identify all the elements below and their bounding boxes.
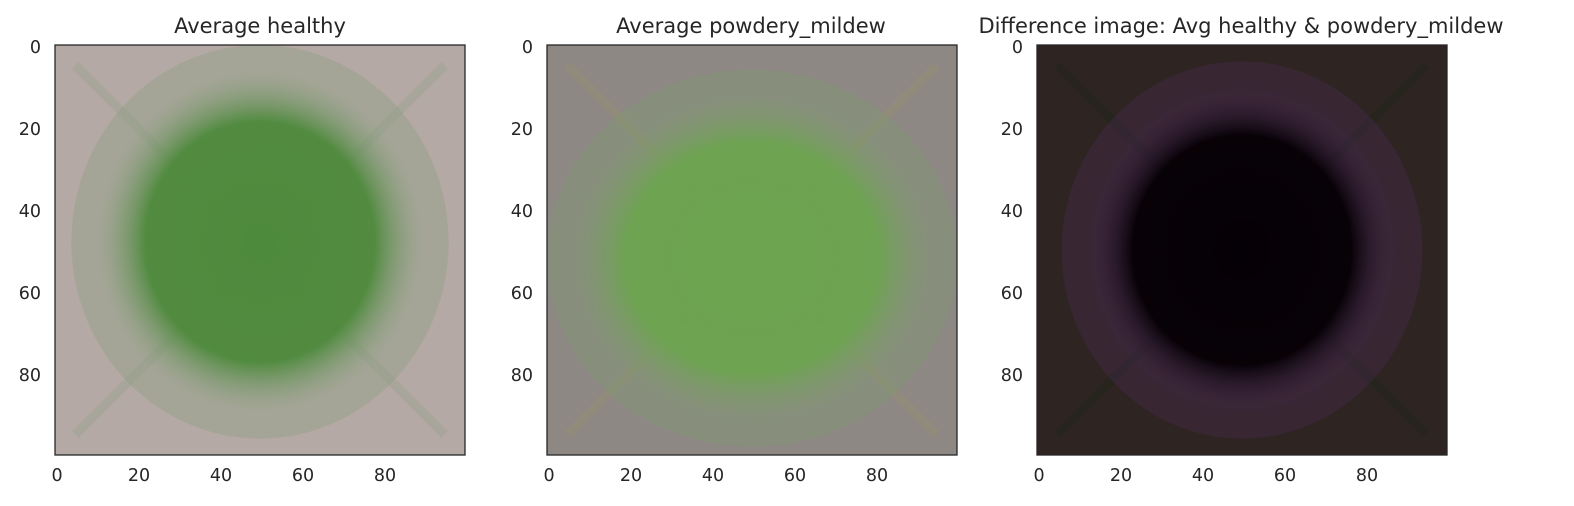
x-tick-label: 0: [51, 466, 62, 486]
y-tick-label: 60: [1001, 284, 1023, 304]
x-tick-label: 60: [1274, 466, 1296, 486]
y-tick-label: 20: [511, 120, 533, 140]
y-tick-label: 60: [511, 284, 533, 304]
y-tick-label: 0: [522, 38, 533, 58]
x-tick-label: 80: [1356, 466, 1378, 486]
y-tick-label: 80: [511, 366, 533, 386]
panel-3: Difference image: Avg healthy & powdery_…: [978, 14, 1503, 486]
leaf-blob: [1086, 86, 1398, 414]
x-tick-label: 20: [620, 466, 642, 486]
panel-title: Difference image: Avg healthy & powdery_…: [978, 14, 1503, 39]
x-tick-label: 0: [1033, 466, 1044, 486]
axes-frame: [546, 44, 958, 456]
x-tick-label: 60: [784, 466, 806, 486]
x-tick-label: 40: [702, 466, 724, 486]
panel-title: Average healthy: [174, 14, 346, 38]
y-tick-label: 60: [19, 284, 41, 304]
x-tick-label: 0: [543, 466, 554, 486]
leaf-blob: [96, 69, 424, 414]
y-tick-label: 20: [19, 120, 41, 140]
panel-2: Average powdery_mildew 0 20 40 60 80 0 20 40 60 80: [511, 14, 958, 486]
y-tick-label: 40: [19, 202, 41, 222]
x-tick-label: 40: [210, 466, 232, 486]
y-tick-label: 0: [30, 38, 41, 58]
heatmap-image: [1037, 45, 1447, 455]
x-tick-label: 60: [292, 466, 314, 486]
axes-frame: [1036, 44, 1448, 456]
x-tick-label: 80: [374, 466, 396, 486]
x-tick-label: 80: [866, 466, 888, 486]
leaf-blob: [571, 94, 933, 423]
axes-frame: [54, 44, 466, 456]
heatmap-image: [55, 45, 465, 455]
y-tick-label: 80: [19, 366, 41, 386]
x-tick-label: 20: [128, 466, 150, 486]
x-tick-label: 20: [1110, 466, 1132, 486]
y-tick-label: 0: [1012, 38, 1023, 58]
x-tick-label: 40: [1192, 466, 1214, 486]
y-tick-label: 40: [1001, 202, 1023, 222]
panel-1: Average healthy 0 20 40 60 80 0 20 40 60 80: [19, 14, 466, 486]
y-tick-label: 80: [1001, 366, 1023, 386]
y-tick-label: 40: [511, 202, 533, 222]
y-tick-label: 20: [1001, 120, 1023, 140]
heatmap-image: [547, 45, 957, 455]
panel-title: Average powdery_mildew: [616, 14, 886, 39]
